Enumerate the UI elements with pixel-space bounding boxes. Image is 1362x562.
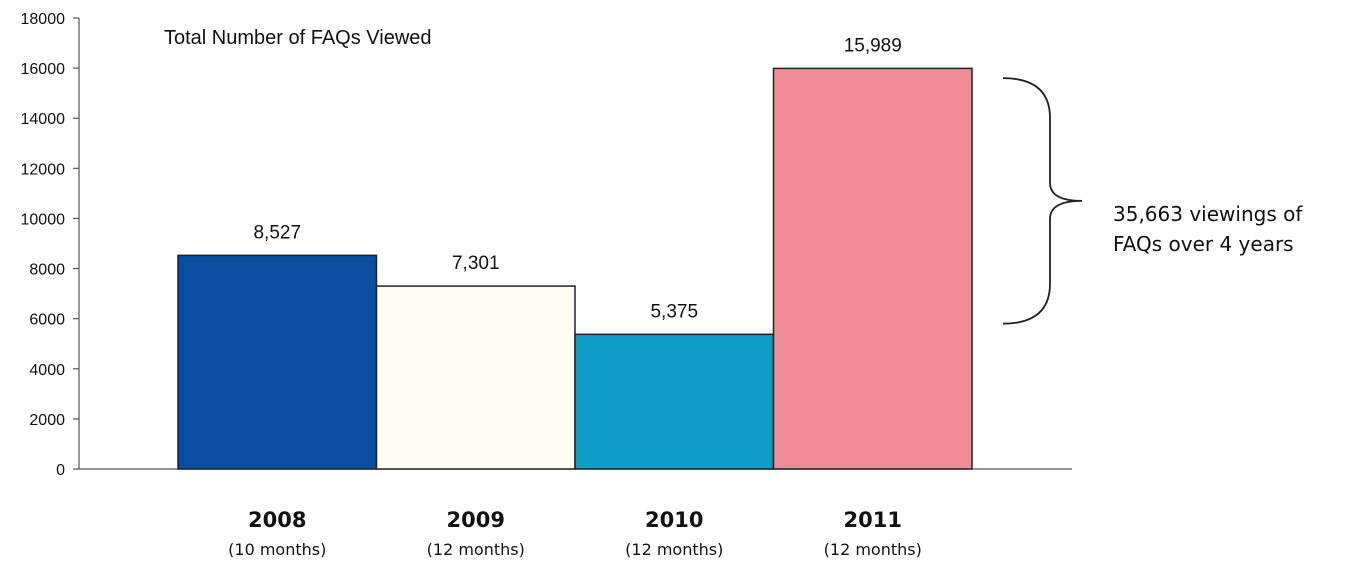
bar-2011 (772, 67, 973, 470)
category-labels: 2008 (10 months) 2009 (12 months) 2010 (12 mo… (228, 508, 922, 559)
annotation-line-2: FAQs over 4 years (1113, 232, 1294, 256)
y-tick-label: 16000 (21, 61, 66, 78)
y-tick-label: 14000 (21, 111, 66, 128)
value-label-2011: 15,989 (844, 35, 902, 56)
y-tick-label: 6000 (29, 312, 65, 329)
bar-2009 (375, 285, 576, 470)
brace-icon (1002, 77, 1083, 325)
brace-annotation: 35,663 viewings of FAQs over 4 years (1002, 77, 1303, 325)
category-sublabel-2009: (12 months) (427, 540, 525, 559)
y-tick-label: 4000 (29, 362, 65, 379)
bars (177, 67, 973, 470)
category-sublabel-2010: (12 months) (625, 540, 723, 559)
bar-2010 (574, 333, 775, 470)
category-label-2010: 2010 (645, 508, 703, 532)
y-tick-label: 18000 (21, 11, 66, 28)
category-label-2011: 2011 (844, 508, 902, 532)
value-label-2008: 8,527 (253, 222, 301, 243)
y-tick-label: 10000 (21, 211, 66, 228)
chart-title: Total Number of FAQs Viewed (164, 27, 432, 49)
y-tick-label: 8000 (29, 262, 65, 279)
y-tick-label: 12000 (21, 161, 66, 178)
y-tick-label: 2000 (29, 412, 65, 429)
category-sublabel-2011: (12 months) (824, 540, 922, 559)
value-label-2009: 7,301 (452, 253, 500, 274)
value-label-2010: 5,375 (650, 301, 698, 322)
category-label-2008: 2008 (248, 508, 306, 532)
bar-2008 (177, 254, 378, 470)
annotation-line-1: 35,663 viewings of (1113, 202, 1303, 226)
value-labels: 8,527 7,301 5,375 15,989 (253, 35, 901, 322)
y-tick-label: 0 (56, 462, 65, 479)
category-label-2009: 2009 (447, 508, 505, 532)
category-sublabel-2008: (10 months) (228, 540, 326, 559)
